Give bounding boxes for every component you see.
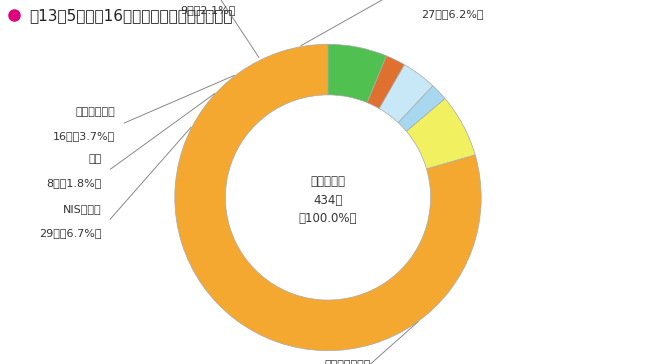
Text: アジア・大洋州: アジア・大洋州 — [325, 360, 371, 364]
Text: 8人（1.8%）: 8人（1.8%） — [46, 178, 102, 188]
Wedge shape — [367, 56, 404, 108]
Text: 16人（3.7%）: 16人（3.7%） — [52, 131, 115, 141]
Text: 434人: 434人 — [314, 194, 342, 207]
Wedge shape — [398, 86, 445, 131]
Text: 9人（2.1%）: 9人（2.1%） — [180, 5, 236, 15]
Wedge shape — [328, 44, 386, 103]
Text: 来訪者総数: 来訪者総数 — [310, 175, 346, 188]
Text: 図13－5　平成16年度地域別来訪者受入状況: 図13－5 平成16年度地域別来訪者受入状況 — [30, 8, 233, 23]
Text: （100.0%）: （100.0%） — [298, 212, 358, 225]
Text: NIS諸国等: NIS諸国等 — [63, 205, 102, 214]
Wedge shape — [379, 64, 433, 123]
Text: 欧州: 欧州 — [89, 154, 102, 164]
Text: 南北アメリカ: 南北アメリカ — [75, 107, 115, 117]
Text: 29人（6.7%）: 29人（6.7%） — [39, 229, 102, 238]
Wedge shape — [174, 44, 482, 351]
Text: 27人（6.2%）: 27人（6.2%） — [421, 9, 483, 19]
Wedge shape — [406, 99, 475, 169]
